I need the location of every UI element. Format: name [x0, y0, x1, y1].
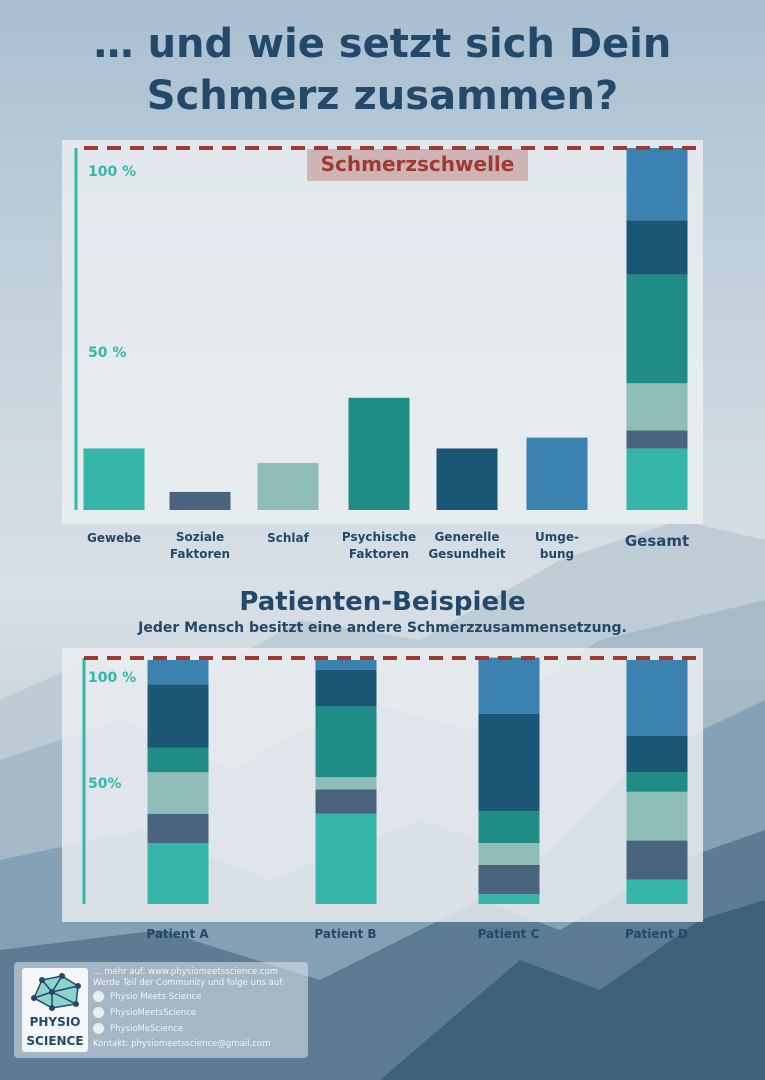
- x-label-5-line-1: bung: [540, 547, 574, 561]
- x-label-3-line-1: Faktoren: [349, 547, 409, 561]
- gesamt-segment-gewebe: [626, 448, 688, 510]
- twitter-label: PhysioMeScience: [110, 1024, 184, 1034]
- footer-community: Werde Teil der Community und folge uns a…: [93, 978, 285, 988]
- bar-gewebe: [83, 448, 145, 510]
- gesamt-segment-psychische-faktoren: [626, 274, 688, 384]
- instagram-icon: [93, 1007, 104, 1018]
- pain-composition-chart: 100 % 50 % Schmerzschwelle Gewebe Soziale Fak…: [74, 146, 700, 561]
- bar-generelle-gesundheit: [436, 448, 498, 510]
- logo-text-science: SCIENCE: [26, 1034, 84, 1048]
- facebook-icon: [93, 991, 104, 1002]
- x-label-1-line-0: Soziale: [176, 530, 224, 544]
- y-tick-label-50: 50 %: [88, 345, 126, 361]
- network-icon: [31, 973, 81, 1011]
- gesamt-segment-soziale-faktoren: [626, 430, 688, 449]
- section-subtitle: Jeder Mensch besitzt eine andere Schmerz…: [138, 620, 627, 636]
- gesamt-segment-schlaf: [626, 383, 688, 431]
- gesamt-segment-umgebung: [626, 148, 688, 221]
- x-label-4-line-0: Generelle: [434, 530, 499, 544]
- section-title: Patienten-Beispiele: [239, 587, 526, 617]
- footer-instagram[interactable]: PhysioMeetsScience: [93, 1007, 196, 1018]
- bar-schlaf: [257, 462, 319, 510]
- x-label-0-line-0: Gewebe: [87, 531, 141, 545]
- footer-facebook[interactable]: Physio Meets Science: [93, 991, 201, 1002]
- footer-website[interactable]: … mehr auf: www.physiomeetsscience.com: [93, 967, 279, 977]
- x-label-4-line-1: Gesundheit: [428, 547, 506, 561]
- footer-contact[interactable]: Kontakt: physiomeetsscience@gmail.com: [93, 1039, 271, 1049]
- x-label-3-line-0: Psychische: [342, 530, 416, 544]
- physio-science-logo: PHYSIO SCIENCE: [22, 968, 88, 1052]
- page-title: … und wie setzt sich Dein Schmerz zusamm…: [0, 18, 765, 122]
- twitter-icon: [93, 1023, 104, 1034]
- instagram-label: PhysioMeetsScience: [110, 1008, 197, 1018]
- facebook-label: Physio Meets Science: [110, 992, 202, 1002]
- x-label-2-line-0: Schlaf: [267, 531, 310, 545]
- threshold-label-bg: [307, 149, 528, 181]
- gesamt-segment-generelle-gesundheit: [626, 220, 688, 275]
- title-line-1: … und wie setzt sich Dein: [93, 21, 672, 67]
- footer-twitter[interactable]: PhysioMeScience: [93, 1023, 183, 1034]
- x-label-1-line-1: Faktoren: [170, 547, 230, 561]
- title-line-2: Schmerz zusammen?: [146, 73, 619, 119]
- bar-umge-bung: [526, 437, 588, 510]
- chart2-panel: [62, 648, 703, 922]
- bar-psychische-faktoren: [348, 397, 410, 510]
- logo-text-physio: PHYSIO: [29, 1015, 81, 1029]
- threshold-label: Schmerzschwelle: [321, 152, 515, 176]
- y-tick-label-100: 100 %: [88, 164, 136, 180]
- x-label-5-line-0: Umge-: [535, 530, 579, 544]
- bar-soziale-faktoren: [169, 491, 231, 510]
- x-label-6-line-0: Gesamt: [625, 532, 689, 550]
